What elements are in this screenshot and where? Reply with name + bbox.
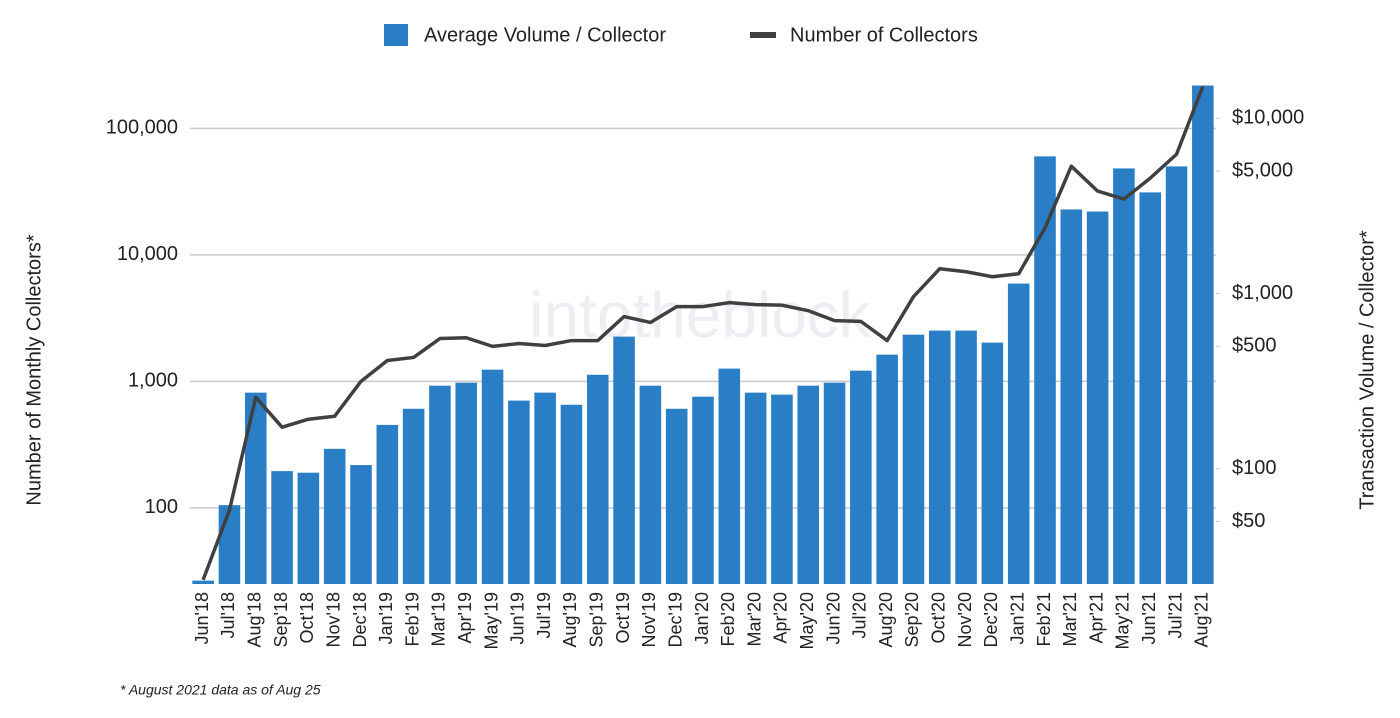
x-tick-label: May'20 [797, 592, 817, 649]
x-tick-label: Jul'18 [218, 592, 238, 638]
x-tick-label: Sep'19 [587, 592, 607, 648]
y2-tick-label: $5,000 [1232, 159, 1293, 181]
x-tick-label: Dec'20 [981, 592, 1001, 647]
bar [613, 336, 635, 584]
bar [508, 400, 530, 584]
bar [797, 385, 820, 584]
bar [981, 342, 1004, 584]
legend-label: Average Volume / Collector [424, 24, 666, 46]
x-tick-label: Nov'18 [323, 592, 343, 647]
bar [718, 368, 741, 584]
x-tick-label: Oct'19 [613, 592, 633, 643]
y2-tick-label: $50 [1232, 510, 1265, 532]
x-tick-label: Apr'20 [771, 592, 791, 643]
x-tick-label: Jan'21 [1007, 592, 1027, 644]
bar [955, 330, 977, 584]
bar [744, 392, 767, 584]
bar [928, 330, 951, 584]
y-tick-label: 100 [145, 496, 178, 518]
x-tick-label: Nov'20 [955, 592, 975, 647]
x-tick-label: Feb'20 [718, 592, 738, 646]
footnote: * August 2021 data as of Aug 25 [120, 682, 321, 698]
x-tick-label: Jun'20 [823, 592, 843, 644]
y-axis-title: Number of Monthly Collectors* [23, 234, 45, 505]
x-tick-label: Aug'18 [245, 592, 265, 648]
y2-axis-title: Transaction Volume / Collector* [1356, 230, 1378, 510]
bar [376, 424, 399, 584]
bar [1113, 168, 1135, 585]
line [201, 85, 1205, 581]
bar [1086, 211, 1109, 584]
x-tick-label: Sep'18 [271, 592, 291, 648]
y2-tick-label: $1,000 [1232, 282, 1293, 304]
x-tick-label: Jan'20 [692, 592, 712, 644]
x-tick-label: Jan'19 [376, 592, 396, 644]
y-tick-label: 1,000 [128, 370, 178, 392]
bar [1192, 85, 1214, 584]
legend-label: Number of Collectors [790, 24, 978, 46]
bar [350, 465, 372, 584]
bar [244, 392, 267, 584]
bar [665, 408, 688, 584]
bar [902, 334, 925, 584]
bar [823, 382, 846, 584]
bar [1165, 166, 1188, 584]
bar [639, 385, 662, 584]
x-tick-label: Sep'20 [902, 592, 922, 648]
x-tick-label: Aug'19 [560, 592, 580, 648]
x-tick-label: Jun'19 [508, 592, 528, 644]
bar [271, 471, 293, 584]
x-tick-label: Aug'20 [876, 592, 896, 648]
bar [1060, 209, 1083, 584]
x-tick-label: Jun'18 [192, 592, 212, 644]
y-tick-label: 10,000 [117, 243, 178, 265]
bar [560, 404, 583, 584]
bar [692, 396, 714, 584]
bar [534, 392, 556, 584]
bar [1007, 283, 1030, 584]
x-tick-label: Feb'19 [402, 592, 422, 646]
y-tick-label: 100,000 [106, 117, 178, 139]
bar [876, 354, 898, 584]
bar [402, 408, 425, 584]
bar [481, 369, 504, 584]
y2-tick-label: $500 [1232, 335, 1277, 357]
x-tick-label: Mar'20 [744, 592, 764, 646]
x-tick-label: Jul'19 [534, 592, 554, 638]
x-tick-label: Oct'18 [297, 592, 317, 643]
bar [192, 580, 214, 584]
bar [455, 382, 478, 584]
legend-swatch [750, 32, 776, 38]
y2-tick-label: $10,000 [1232, 107, 1304, 129]
x-tick-label: Jun'21 [1139, 592, 1159, 644]
x-tick-label: Feb'21 [1034, 592, 1054, 646]
x-tick-label: May'19 [481, 592, 501, 649]
x-tick-label: Oct'20 [929, 592, 949, 643]
x-tick-label: Jul'20 [850, 592, 870, 638]
x-tick-label: Mar'21 [1060, 592, 1080, 646]
x-tick-label: Nov'19 [639, 592, 659, 647]
bar [771, 394, 793, 584]
bar [850, 370, 872, 584]
bar [297, 472, 320, 584]
x-tick-label: Mar'19 [429, 592, 449, 646]
x-tick-label: Dec'18 [350, 592, 370, 647]
y2-tick-label: $100 [1232, 457, 1277, 479]
x-tick-label: May'21 [1113, 592, 1133, 649]
legend-swatch [384, 24, 408, 46]
x-tick-label: Apr'19 [455, 592, 475, 643]
bar [218, 505, 241, 584]
x-tick-label: Jul'21 [1165, 592, 1185, 638]
bar [429, 385, 451, 584]
x-tick-label: Apr'21 [1086, 592, 1106, 643]
bar [1034, 156, 1056, 585]
bar [1139, 192, 1162, 585]
bar [586, 374, 609, 584]
bar [323, 448, 346, 584]
x-tick-label: Dec'19 [665, 592, 685, 647]
x-tick-label: Aug'21 [1192, 592, 1212, 648]
